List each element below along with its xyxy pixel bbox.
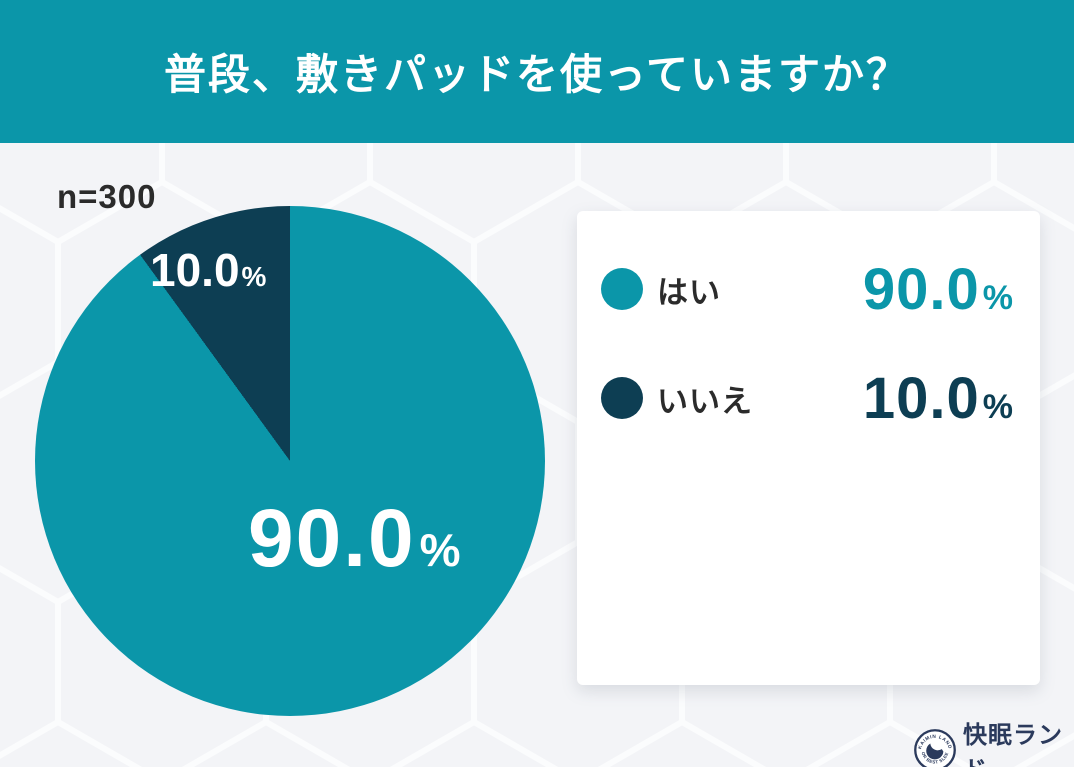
- legend-label-yes: はい: [657, 274, 721, 310]
- legend-swatch-yes: [601, 268, 643, 310]
- crescent-moon-icon: [926, 743, 944, 760]
- legend-swatch-no: [601, 377, 643, 419]
- pie-slice-label-no: 10.0 %: [150, 243, 266, 297]
- brand-footer: KAIMIN LAND FOR BEST SLEEP 快眠ランド: [914, 715, 1074, 767]
- brand-name: 快眠ランド: [963, 722, 1063, 767]
- page-title: 普段、敷きパッドを使っていますか？: [164, 51, 910, 98]
- pie-chart: [35, 206, 545, 716]
- sample-size-label: n=300: [57, 178, 157, 215]
- pie-slice-yes-value: 90.0: [248, 493, 416, 584]
- legend-value-no-number: 10.0: [862, 365, 980, 431]
- legend-row-no: いいえ 10.0 %: [601, 366, 1013, 431]
- legend-card: はい 90.0 % いいえ 10.0 %: [577, 211, 1040, 685]
- legend-value-yes: 90.0 %: [863, 256, 1013, 323]
- pie-slice-no-percent-sign: %: [241, 261, 267, 292]
- legend-value-yes-number: 90.0: [862, 256, 980, 322]
- legend-label-no: いいえ: [657, 383, 753, 419]
- brand-badge-icon: KAIMIN LAND FOR BEST SLEEP: [914, 729, 956, 767]
- legend-row-yes: はい 90.0 %: [601, 257, 1013, 322]
- legend-value-no: 10.0 %: [863, 365, 1013, 432]
- pie-slice-no-value: 10.0: [150, 244, 240, 296]
- header-banner: 普段、敷きパッドを使っていますか？: [0, 0, 1074, 143]
- legend-value-yes-percent-sign: %: [982, 278, 1013, 317]
- pie-slice-label-yes: 90.0 %: [248, 492, 461, 586]
- legend-value-no-percent-sign: %: [982, 387, 1013, 426]
- pie-slice-yes-percent-sign: %: [419, 524, 461, 576]
